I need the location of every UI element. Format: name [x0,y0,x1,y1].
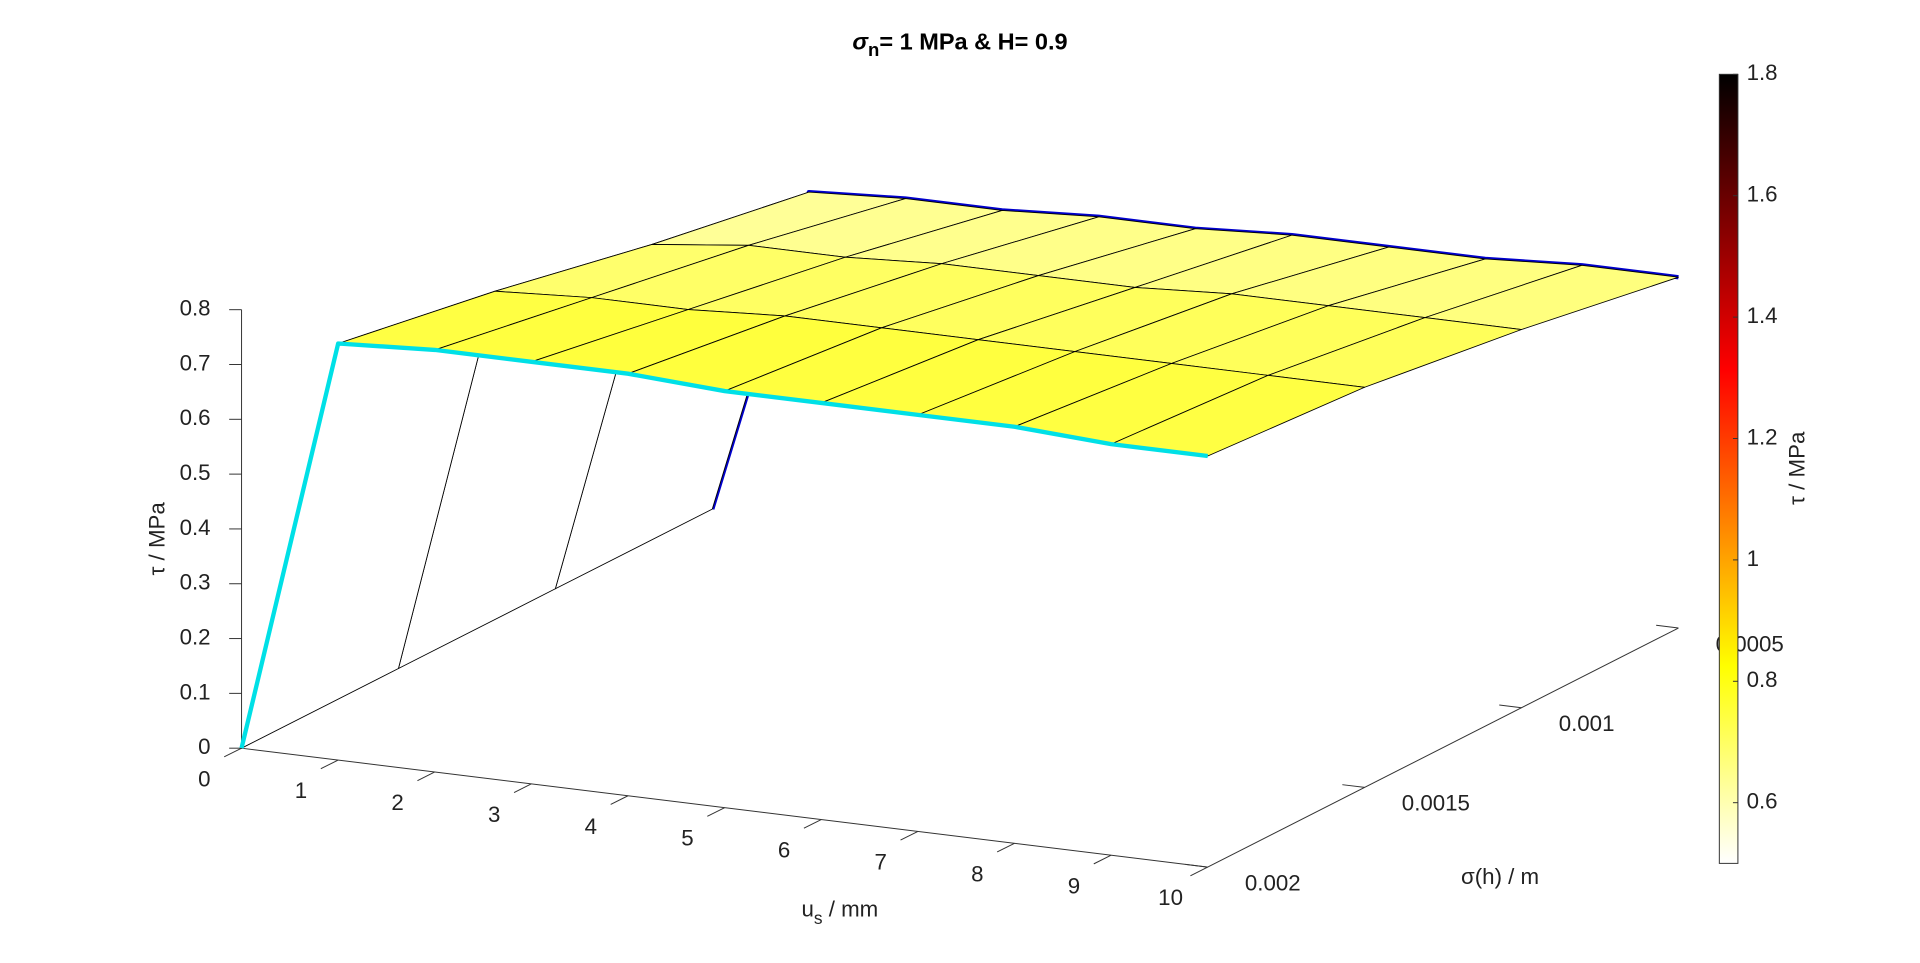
colorbar-tick-label: 0.6 [1747,789,1778,814]
x-tick-label: 8 [971,861,983,886]
x-tick-label: 9 [1068,873,1080,898]
y-tick-label: 0.001 [1559,711,1615,736]
x-tick-label: 6 [778,838,790,863]
z-axis-label: τ / MPa [144,502,169,576]
colorbar [1718,73,1739,864]
x-tick-label: 3 [488,802,500,827]
z-tick-label: 0.8 [180,296,211,321]
z-tick-label: 0.6 [180,405,211,430]
x-tick-label: 7 [875,850,887,875]
x-tick [900,830,919,841]
front-edge-line [239,341,1209,749]
x-tick [610,795,629,805]
title-subscript: n [868,39,879,60]
colorbar-tick-label: 0.8 [1747,667,1778,692]
z-tick-label: 0 [198,734,210,759]
colorbar-tick-label: 1.6 [1747,182,1778,207]
x-label-symbol: u [801,896,813,921]
z-tick-label: 0.3 [180,570,211,595]
z-tick-label: 0.4 [180,515,211,540]
x-tick-label: 5 [681,826,693,851]
y-tick-label: 0.002 [1245,870,1301,895]
chart-title: σn= 1 MPa & H= 0.9 [852,29,1067,60]
x-tick-label: 0 [198,766,210,791]
z-tick-label: 0.7 [180,350,211,375]
z-tick-label: 0.1 [180,679,211,704]
x-tick-label: 2 [391,790,403,815]
colorbar-tick-label: 1.4 [1747,303,1778,328]
x-tick-label: 1 [295,778,307,803]
x-tick-label: 4 [585,814,597,839]
x-label-subscript: s [814,908,823,928]
x-tick-label: 10 [1158,885,1183,910]
x-tick [513,783,532,793]
x-tick [1093,854,1112,865]
x-tick [320,759,339,770]
title-symbol: σ [852,29,869,55]
z-tick-label: 0.2 [180,624,211,649]
plot: σn= 1 MPa & H= 0.9 0 0.1 0.2 0.3 0.4 0.5 0.6 0.7… [144,29,1809,928]
y-tick [1342,784,1365,788]
colorbar-tick-label: 1.8 [1747,60,1778,85]
x-tick [1190,866,1208,877]
colorbar-tick-label: 1 [1747,546,1759,571]
colorbar-label: τ / MPa [1784,431,1809,505]
y-tick [1656,624,1679,629]
title-text: = 1 MPa & H= 0.9 [879,29,1067,55]
x-tick [996,842,1015,853]
y-tick-label: 0.0015 [1402,791,1470,816]
y-tick [1185,863,1208,868]
x-tick [707,807,725,817]
y-tick [1499,704,1522,709]
colorbar-tick-label: 1.2 [1747,424,1778,449]
x-axis-label: us / mm [801,896,878,927]
x-tick [417,771,436,782]
y-axis [1207,627,1679,868]
x-tick [223,747,242,758]
x-tick [803,819,822,829]
z-tick-label: 0.5 [180,460,211,485]
y-axis-label: σ(h) / m [1461,864,1539,889]
x-label-text: / mm [823,896,879,921]
